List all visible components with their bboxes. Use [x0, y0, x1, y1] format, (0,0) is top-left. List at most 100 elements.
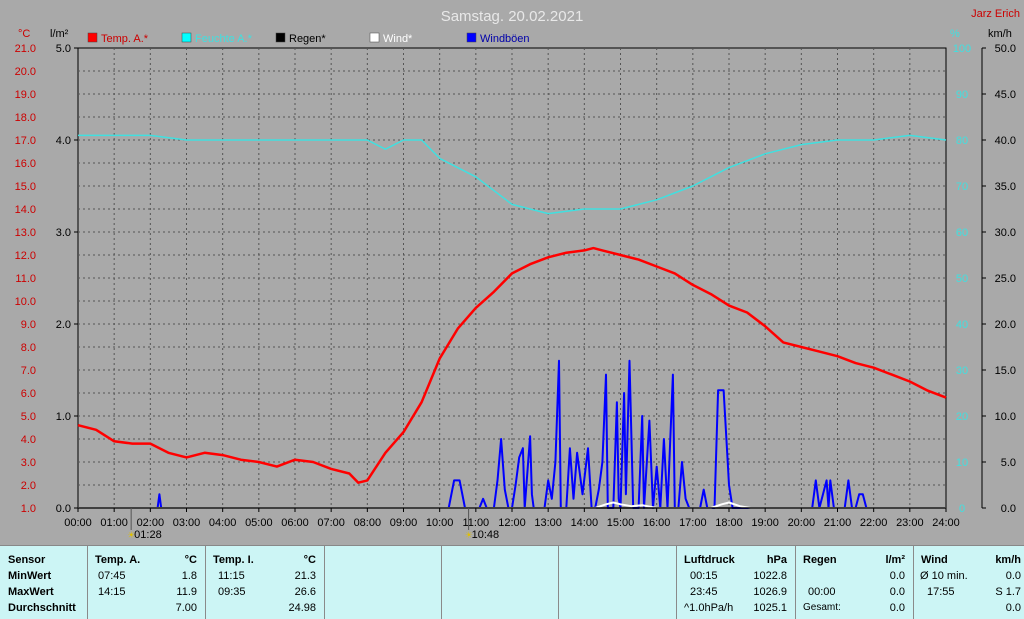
grid — [78, 48, 946, 508]
x-tick-label: 07:00 — [317, 517, 345, 529]
stats-temp-a-min-time: 07:45 — [98, 570, 126, 582]
stats-wind-header: Wind — [921, 554, 948, 566]
rain-tick-label: 1.0 — [56, 411, 71, 423]
stats-wind-avg-label: Ø 10 min. — [920, 570, 968, 582]
stats-temp-a-header: Temp. A. — [95, 554, 141, 566]
legend-label: Temp. A.* — [101, 33, 149, 45]
x-tick-label: 20:00 — [788, 517, 816, 529]
statistics-panel: Sensor MinWert MaxWert Durchschnitt Temp… — [0, 545, 1024, 619]
temp-tick-label: 12.0 — [15, 250, 36, 262]
x-tick-label: 16:00 — [643, 517, 671, 529]
wind-tick-label: 40.0 — [995, 135, 1016, 147]
stats-rain-max-time: 00:00 — [808, 586, 836, 598]
series-line-temp-a — [77, 246, 947, 484]
stats-temp-i-column: Temp. I. °C 11:15 21.3 09:35 26.6 24.98 — [206, 546, 325, 619]
stats-pressure-trend: ^1.0hPa/h — [684, 602, 734, 614]
temp-tick-label: 13.0 — [15, 227, 36, 239]
x-tick-label: 19:00 — [751, 517, 779, 529]
temp-tick-label: 10.0 — [15, 296, 36, 308]
x-tick-label: 15:00 — [607, 517, 635, 529]
stats-pressure-min-time: 00:15 — [690, 570, 718, 582]
stats-rain-unit: l/m² — [885, 554, 905, 566]
legend: Temp. A.* Feuchte A.* Regen* Wind* Windböen — [87, 32, 530, 45]
time-marker-label: 10:48 — [472, 529, 500, 541]
humidity-tick-label: 20 — [956, 411, 968, 423]
temp-tick-label: 9.0 — [21, 319, 36, 331]
stats-pressure-avg-value: 1025.1 — [753, 602, 787, 614]
rain-tick-label: 0.0 — [56, 503, 71, 515]
stats-rain-current-value: 0.0 — [889, 570, 905, 582]
stats-pressure-header: Luftdruck — [684, 554, 735, 566]
temp-tick-label: 19.0 — [15, 89, 36, 101]
legend-swatch — [466, 32, 477, 43]
legend-swatch — [181, 32, 192, 43]
x-tick-label: 21:00 — [824, 517, 852, 529]
temp-tick-label: 16.0 — [15, 158, 36, 170]
x-tick-label: 22:00 — [860, 517, 888, 529]
wind-tick-label: 10.0 — [995, 411, 1016, 423]
temp-tick-label: 5.0 — [21, 411, 36, 423]
legend-swatch — [275, 32, 286, 43]
x-tick-label: 09:00 — [390, 517, 418, 529]
legend-label: Feuchte A.* — [195, 33, 253, 45]
humidity-tick-label: 80 — [956, 135, 968, 147]
stats-rain-column: Regen l/m² 0.0 00:00 0.0 Gesamt: 0.0 — [796, 546, 914, 619]
stats-temp-i-header: Temp. I. — [213, 554, 254, 566]
stats-pressure-min-value: 1022.8 — [753, 570, 787, 582]
stats-temp-i-min-value: 21.3 — [294, 570, 316, 582]
stats-empty-column-3 — [559, 546, 677, 619]
chart-area: 00:00 01:00 02:00 03:00 04:00 05:00 06:00 07:00… — [15, 8, 1020, 541]
temp-tick-label: 15.0 — [15, 181, 36, 193]
stats-pressure-column: Luftdruck hPa 00:15 1022.8 23:45 1026.9 ^1… — [677, 546, 796, 619]
stats-rain-max-value: 0.0 — [889, 586, 905, 598]
chart-title: Samstag. 20.02.2021 — [441, 8, 584, 25]
x-tick-label: 14:00 — [571, 517, 599, 529]
sun-icon: ☀ — [127, 530, 135, 540]
stats-wind-avg-value: 0.0 — [1005, 570, 1021, 582]
rain-tick-label: 2.0 — [56, 319, 71, 331]
stats-row-min: MinWert — [8, 570, 52, 582]
temp-unit-label: °C — [18, 28, 30, 40]
wind-tick-label: 15.0 — [995, 365, 1016, 377]
stats-temp-i-unit: °C — [303, 554, 316, 566]
stats-rain-header: Regen — [803, 554, 837, 566]
humidity-tick-label: 30 — [956, 365, 968, 377]
stats-temp-a-max-value: 11.9 — [176, 586, 197, 598]
temp-tick-label: 11.0 — [15, 273, 36, 285]
stats-temp-i-max-time: 09:35 — [218, 586, 246, 598]
axis-layer: 00:00 01:00 02:00 03:00 04:00 05:00 06:00 07:00… — [15, 43, 1016, 541]
wind-tick-label: 20.0 — [995, 319, 1016, 331]
stats-temp-i-min-time: 11:15 — [218, 570, 245, 582]
stats-sensor-header: Sensor — [8, 554, 46, 566]
humidity-unit-label: % — [950, 28, 960, 40]
humidity-tick-label: 50 — [956, 273, 968, 285]
x-tick-label: 24:00 — [932, 517, 960, 529]
rain-tick-label: 3.0 — [56, 227, 71, 239]
wind-tick-label: 5.0 — [1001, 457, 1016, 469]
stats-temp-i-max-value: 26.6 — [294, 586, 316, 598]
stats-temp-a-min-value: 1.8 — [181, 570, 197, 582]
x-tick-label: 00:00 — [64, 517, 92, 529]
stats-wind-unit: km/h — [995, 554, 1021, 566]
legend-label: Wind* — [383, 33, 413, 45]
stats-rain-total-label: Gesamt: — [803, 602, 841, 613]
wind-tick-label: 30.0 — [995, 227, 1016, 239]
wind-tick-label: 35.0 — [995, 181, 1016, 193]
x-tick-label: 04:00 — [209, 517, 237, 529]
humidity-tick-label: 70 — [956, 181, 968, 193]
legend-label: Windböen — [480, 33, 530, 45]
temp-tick-label: 2.0 — [21, 480, 36, 492]
stats-wind-max-value: S 1.7 — [995, 586, 1021, 598]
humidity-tick-label: 90 — [956, 89, 968, 101]
temp-tick-label: 8.0 — [21, 342, 36, 354]
sun-icon: ☀ — [465, 530, 473, 540]
x-tick-label: 23:00 — [896, 517, 924, 529]
temp-tick-label: 3.0 — [21, 457, 36, 469]
legend-swatch — [87, 32, 98, 43]
humidity-tick-label: 60 — [956, 227, 968, 239]
x-tick-label: 01:00 — [100, 517, 128, 529]
x-tick-label: 06:00 — [281, 517, 309, 529]
x-tick-label: 08:00 — [354, 517, 382, 529]
wind-tick-label: 50.0 — [995, 43, 1016, 55]
series-line-feuchte-a — [78, 134, 947, 215]
